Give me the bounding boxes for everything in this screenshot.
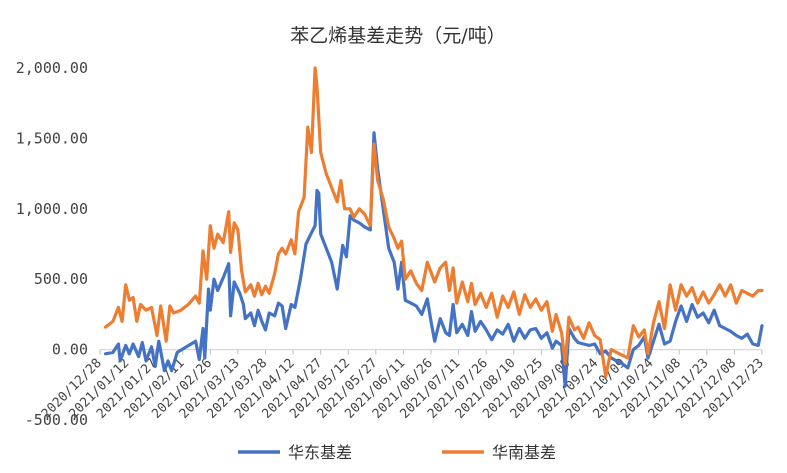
y-tick-label: 1,500.00 [16,129,88,147]
y-tick-label: 0.00 [52,341,88,359]
legend-label: 华南基差 [492,443,556,462]
legend-label: 华东基差 [288,443,352,462]
legend: 华东基差 华南基差 [238,443,556,462]
series-group [103,66,764,388]
y-tick-label: 1,000.00 [16,200,88,218]
series-line-east [103,131,764,388]
y-tick-label: 500.00 [34,270,88,288]
y-axis: -500.00 0.00 500.00 1,000.00 1,500.00 2,000.0… [16,59,88,429]
series-line-south [103,66,764,378]
chart-title: 苯乙烯基差走势（元/吨） [290,25,505,47]
x-axis: 2020/12/282021/01/122021/01/272021/02/11… [39,349,767,422]
y-tick-label: 2,000.00 [16,59,88,77]
y-tick-label: -500.00 [25,411,88,429]
